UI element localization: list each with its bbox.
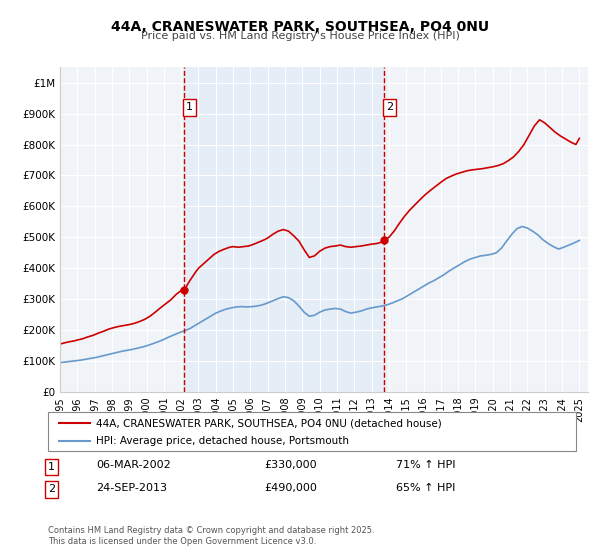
Text: HPI: Average price, detached house, Portsmouth: HPI: Average price, detached house, Port…: [95, 436, 349, 446]
Text: 2: 2: [48, 484, 55, 494]
Text: 1: 1: [48, 462, 55, 472]
Text: £330,000: £330,000: [264, 460, 317, 470]
Text: Price paid vs. HM Land Registry's House Price Index (HPI): Price paid vs. HM Land Registry's House …: [140, 31, 460, 41]
Text: 06-MAR-2002: 06-MAR-2002: [96, 460, 171, 470]
Text: 2: 2: [386, 102, 393, 113]
Text: 71% ↑ HPI: 71% ↑ HPI: [396, 460, 455, 470]
FancyBboxPatch shape: [48, 412, 576, 451]
Text: 24-SEP-2013: 24-SEP-2013: [96, 483, 167, 493]
Bar: [184, 67, 384, 392]
Text: 1: 1: [186, 102, 193, 113]
Text: Contains HM Land Registry data © Crown copyright and database right 2025.
This d: Contains HM Land Registry data © Crown c…: [48, 526, 374, 546]
Text: 44A, CRANESWATER PARK, SOUTHSEA, PO4 0NU: 44A, CRANESWATER PARK, SOUTHSEA, PO4 0NU: [111, 20, 489, 34]
Text: 65% ↑ HPI: 65% ↑ HPI: [396, 483, 455, 493]
Text: £490,000: £490,000: [264, 483, 317, 493]
Text: 44A, CRANESWATER PARK, SOUTHSEA, PO4 0NU (detached house): 44A, CRANESWATER PARK, SOUTHSEA, PO4 0NU…: [95, 418, 441, 428]
